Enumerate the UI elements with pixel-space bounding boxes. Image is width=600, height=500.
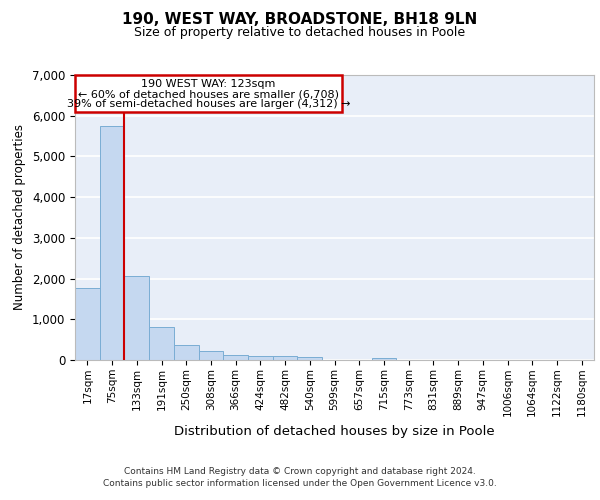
Text: Size of property relative to detached houses in Poole: Size of property relative to detached ho… — [134, 26, 466, 39]
Text: ← 60% of detached houses are smaller (6,708): ← 60% of detached houses are smaller (6,… — [78, 89, 339, 99]
Bar — [371, 358, 396, 360]
Text: 190 WEST WAY: 123sqm: 190 WEST WAY: 123sqm — [141, 80, 275, 90]
Bar — [149, 328, 174, 360]
Bar — [298, 358, 322, 360]
Y-axis label: Number of detached properties: Number of detached properties — [13, 124, 26, 310]
Bar — [124, 276, 149, 360]
Text: Contains HM Land Registry data © Crown copyright and database right 2024.
Contai: Contains HM Land Registry data © Crown c… — [103, 466, 497, 487]
Bar — [199, 350, 223, 360]
Bar — [75, 75, 342, 112]
X-axis label: Distribution of detached houses by size in Poole: Distribution of detached houses by size … — [174, 424, 495, 438]
Text: 39% of semi-detached houses are larger (4,312) →: 39% of semi-detached houses are larger (… — [67, 100, 350, 110]
Bar — [248, 356, 273, 360]
Text: 190, WEST WAY, BROADSTONE, BH18 9LN: 190, WEST WAY, BROADSTONE, BH18 9LN — [122, 12, 478, 28]
Bar — [100, 126, 124, 360]
Bar — [174, 346, 199, 360]
Bar — [223, 355, 248, 360]
Bar — [75, 288, 100, 360]
Bar — [273, 356, 298, 360]
